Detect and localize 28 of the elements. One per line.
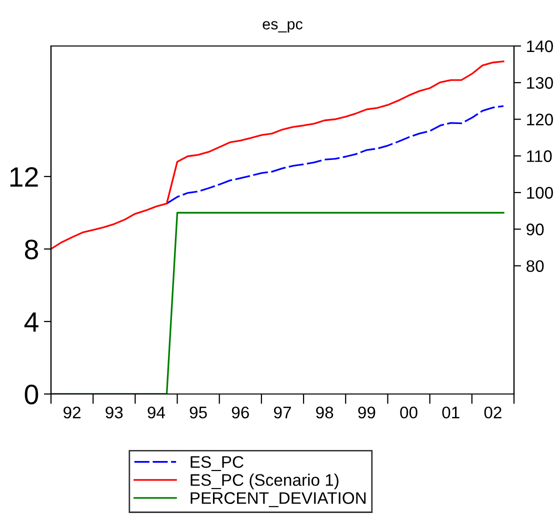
x-tick-label: 02	[484, 406, 502, 418]
x-tick-label: 94	[148, 406, 166, 418]
legend-label: ES_PC (Scenario 1)	[190, 474, 338, 490]
x-tick-label: 92	[64, 406, 80, 418]
x-tick-label: 01	[442, 406, 460, 418]
legend-label: ES_PC	[190, 456, 244, 472]
y2-tick-label: 120	[527, 114, 553, 126]
y-tick-label: 4	[24, 312, 38, 332]
y2-tick-label: 90	[526, 224, 544, 236]
chart-title: es_pc	[262, 21, 302, 33]
y2-tick-label: 140	[527, 40, 553, 52]
x-tick-label: 96	[232, 406, 249, 418]
y2-tick-label: 110	[527, 150, 552, 162]
x-tick-label: 95	[190, 406, 207, 418]
y2-tick-label: 80	[526, 260, 544, 272]
line-series	[51, 60, 504, 250]
x-tick-label: 97	[274, 406, 291, 418]
x-tick-label: 98	[316, 406, 334, 418]
y-tick-label: 12	[10, 167, 38, 187]
y2-tick-label: 130	[527, 77, 553, 89]
x-tick-label: 93	[106, 406, 123, 418]
x-tick-label: 99	[358, 406, 376, 418]
y-tick-label: 0	[24, 384, 38, 404]
line-series	[166, 105, 504, 204]
y2-tick-label: 100	[527, 186, 553, 199]
x-tick-label: 00	[400, 406, 418, 418]
legend-label: PERCENT_DEVIATION	[190, 492, 366, 508]
y-tick-label: 8	[24, 240, 38, 260]
